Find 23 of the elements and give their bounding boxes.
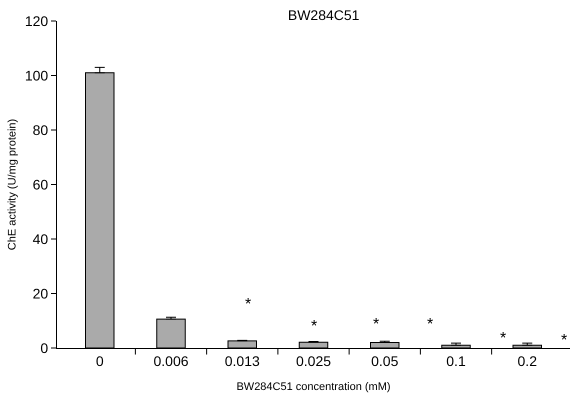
x-tick-label: 0.05 — [371, 352, 399, 369]
y-tick-label: 0 — [40, 340, 48, 356]
x-tick-label: 0.2 — [518, 352, 538, 369]
annotation: * — [427, 316, 434, 333]
annotation: * — [561, 332, 568, 349]
y-tick-label: 60 — [32, 176, 48, 192]
x-tick-label: 0 — [96, 352, 104, 369]
y-tick-label: 40 — [32, 230, 48, 247]
chart-title: BW284C51 — [288, 7, 360, 23]
annotation: * — [245, 296, 252, 313]
x-tick-label: 0.013 — [224, 352, 260, 369]
y-tick-label: 120 — [24, 12, 48, 29]
x-tick-label: 0.006 — [153, 352, 189, 369]
y-tick-label: 80 — [32, 122, 48, 138]
x-tick-label: 0.025 — [296, 352, 332, 369]
x-tick-label: 0.1 — [446, 352, 466, 369]
annotation: * — [311, 318, 318, 335]
y-axis-title: ChE activity (U/mg protein) — [6, 118, 18, 250]
annotation: * — [500, 330, 506, 347]
annotation: * — [373, 316, 380, 333]
y-tick-label: 100 — [24, 67, 48, 84]
x-axis-title: BW284C51 concentration (mM) — [236, 381, 391, 393]
y-tick-label: 20 — [32, 285, 48, 302]
